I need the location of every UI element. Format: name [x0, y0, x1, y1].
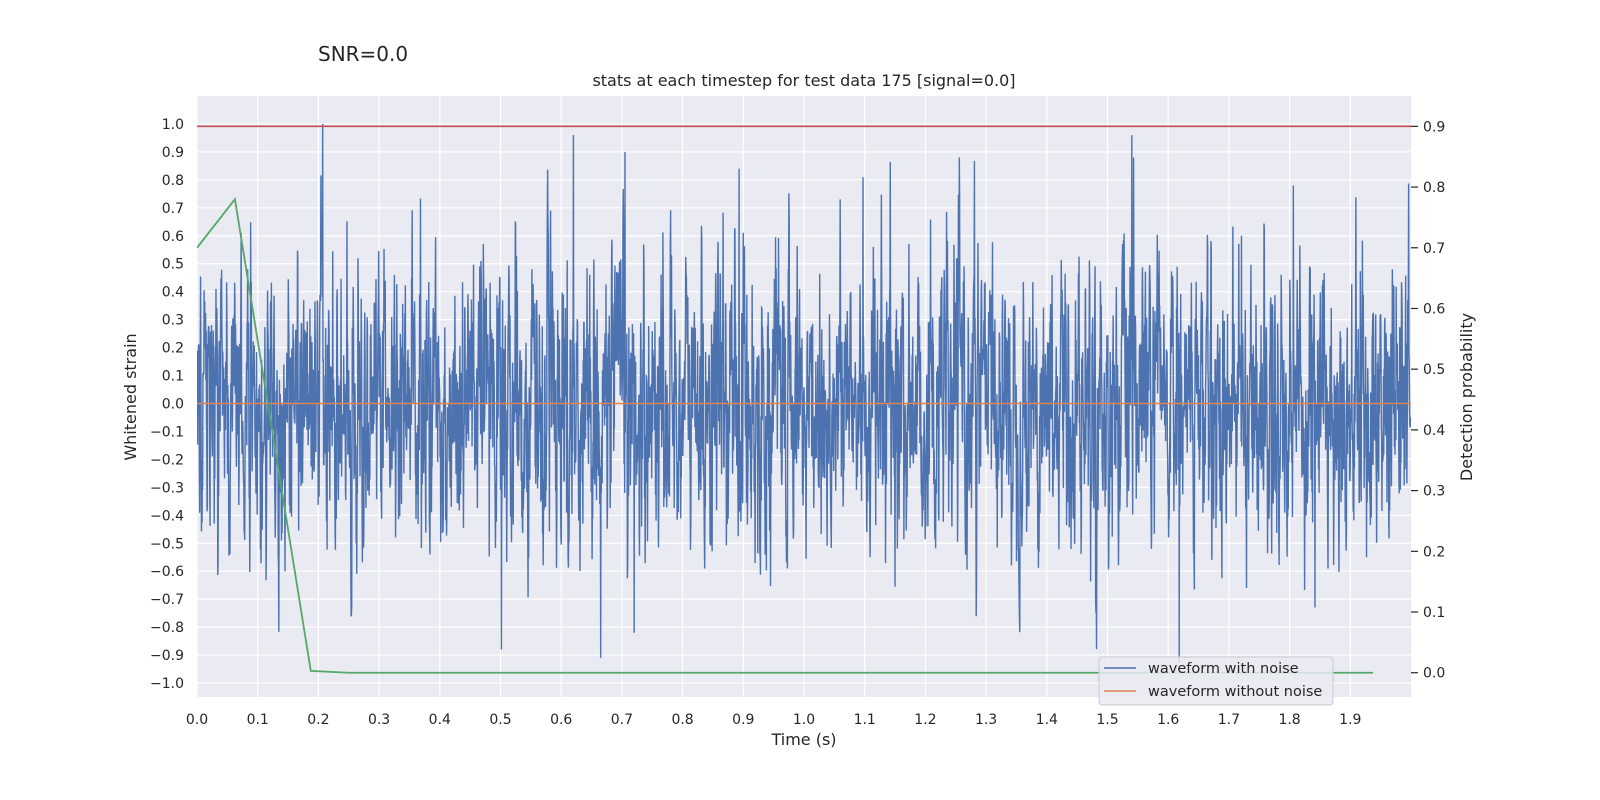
y-tick-label: 0.2: [162, 341, 184, 357]
x-tick-label: 0.4: [429, 712, 451, 728]
y-tick-label: −0.1: [150, 424, 184, 440]
y-axis-label: Whitened strain: [121, 333, 140, 460]
x-tick-label: 1.5: [1096, 712, 1118, 728]
y-right-tick-label: 0.8: [1423, 180, 1445, 196]
x-tick-label: 0.6: [550, 712, 572, 728]
legend-label-noise: waveform with noise: [1148, 661, 1299, 677]
y-axis-right-label: Detection probability: [1457, 313, 1476, 481]
y-right-tick-label: 0.2: [1423, 544, 1445, 560]
x-tick-label: 0.7: [611, 712, 633, 728]
y-tick-label: 0.9: [162, 145, 184, 161]
y-tick-label: −0.4: [150, 508, 184, 524]
x-tick-label: 1.6: [1157, 712, 1179, 728]
x-tick-label: 0.5: [489, 712, 511, 728]
y-right-tick-label: 0.0: [1423, 666, 1445, 682]
x-tick-label: 1.3: [975, 712, 997, 728]
x-tick-label: 1.7: [1218, 712, 1240, 728]
x-tick-label: 0.0: [186, 712, 208, 728]
y-tick-label: 0.3: [162, 313, 184, 329]
y-tick-label: −0.2: [150, 452, 184, 468]
y-tick-label: −0.5: [150, 536, 184, 552]
x-axis-ticks: 0.0 0.1 0.2 0.3 0.4 0.5 0.6 0.7 0.8 0.9 1.0 1.1 1.2 1…: [186, 712, 1362, 728]
y-right-tick-label: 0.5: [1423, 362, 1445, 378]
y-tick-label: 0.1: [162, 369, 184, 385]
x-tick-label: 1.0: [793, 712, 815, 728]
y-tick-label: −0.3: [150, 480, 184, 496]
y-tick-label: −0.9: [150, 648, 184, 664]
chart-title: stats at each timestep for test data 175…: [592, 71, 1015, 90]
y-axis-ticks: 1.0 0.9 0.8 0.7 0.6 0.5 0.4 0.3 0.2 0.1 0.0 −0.1 −0.…: [150, 117, 184, 692]
y-tick-label: 0.5: [162, 257, 184, 273]
y-tick-label: 0.7: [162, 201, 184, 217]
x-tick-label: 0.1: [247, 712, 269, 728]
y-tick-label: 1.0: [162, 117, 184, 133]
x-tick-label: 0.3: [368, 712, 390, 728]
figure-suptitle: SNR=0.0: [318, 42, 408, 66]
x-tick-label: 1.1: [854, 712, 876, 728]
y-tick-label: 0.4: [162, 285, 184, 301]
x-tick-label: 0.9: [732, 712, 754, 728]
y-right-tick-label: 0.9: [1423, 119, 1445, 135]
series-waveform-with-noise: [197, 123, 1411, 664]
x-tick-label: 0.8: [671, 712, 693, 728]
y-tick-label: −0.8: [150, 620, 184, 636]
y-tick-label: 0.8: [162, 173, 184, 189]
y-tick-label: −0.7: [150, 592, 184, 608]
y-right-tick-label: 0.3: [1423, 484, 1445, 500]
legend-label-clean: waveform without noise: [1148, 684, 1322, 700]
x-tick-label: 1.4: [1036, 712, 1058, 728]
y-axis-right-ticks: 0.9 0.8 0.7 0.6 0.5 0.4 0.3 0.2 0.1 0.0: [1411, 119, 1445, 682]
x-tick-label: 1.8: [1278, 712, 1300, 728]
legend: waveform with noise waveform without noi…: [1098, 656, 1334, 706]
y-tick-label: 0.6: [162, 229, 184, 245]
y-tick-label: −0.6: [150, 564, 184, 580]
y-right-tick-label: 0.4: [1423, 423, 1445, 439]
y-right-tick-label: 0.6: [1423, 301, 1445, 317]
y-right-tick-label: 0.1: [1423, 605, 1445, 621]
y-right-tick-label: 0.7: [1423, 241, 1445, 257]
x-tick-label: 1.2: [914, 712, 936, 728]
legend-box: [1098, 656, 1334, 706]
x-tick-label: 0.2: [307, 712, 329, 728]
x-axis-label: Time (s): [770, 730, 836, 749]
y-tick-label: −1.0: [150, 676, 184, 692]
y-tick-label: 0.0: [162, 396, 184, 412]
series-detection-probability: [197, 197, 1374, 674]
x-tick-label: 1.9: [1339, 712, 1361, 728]
